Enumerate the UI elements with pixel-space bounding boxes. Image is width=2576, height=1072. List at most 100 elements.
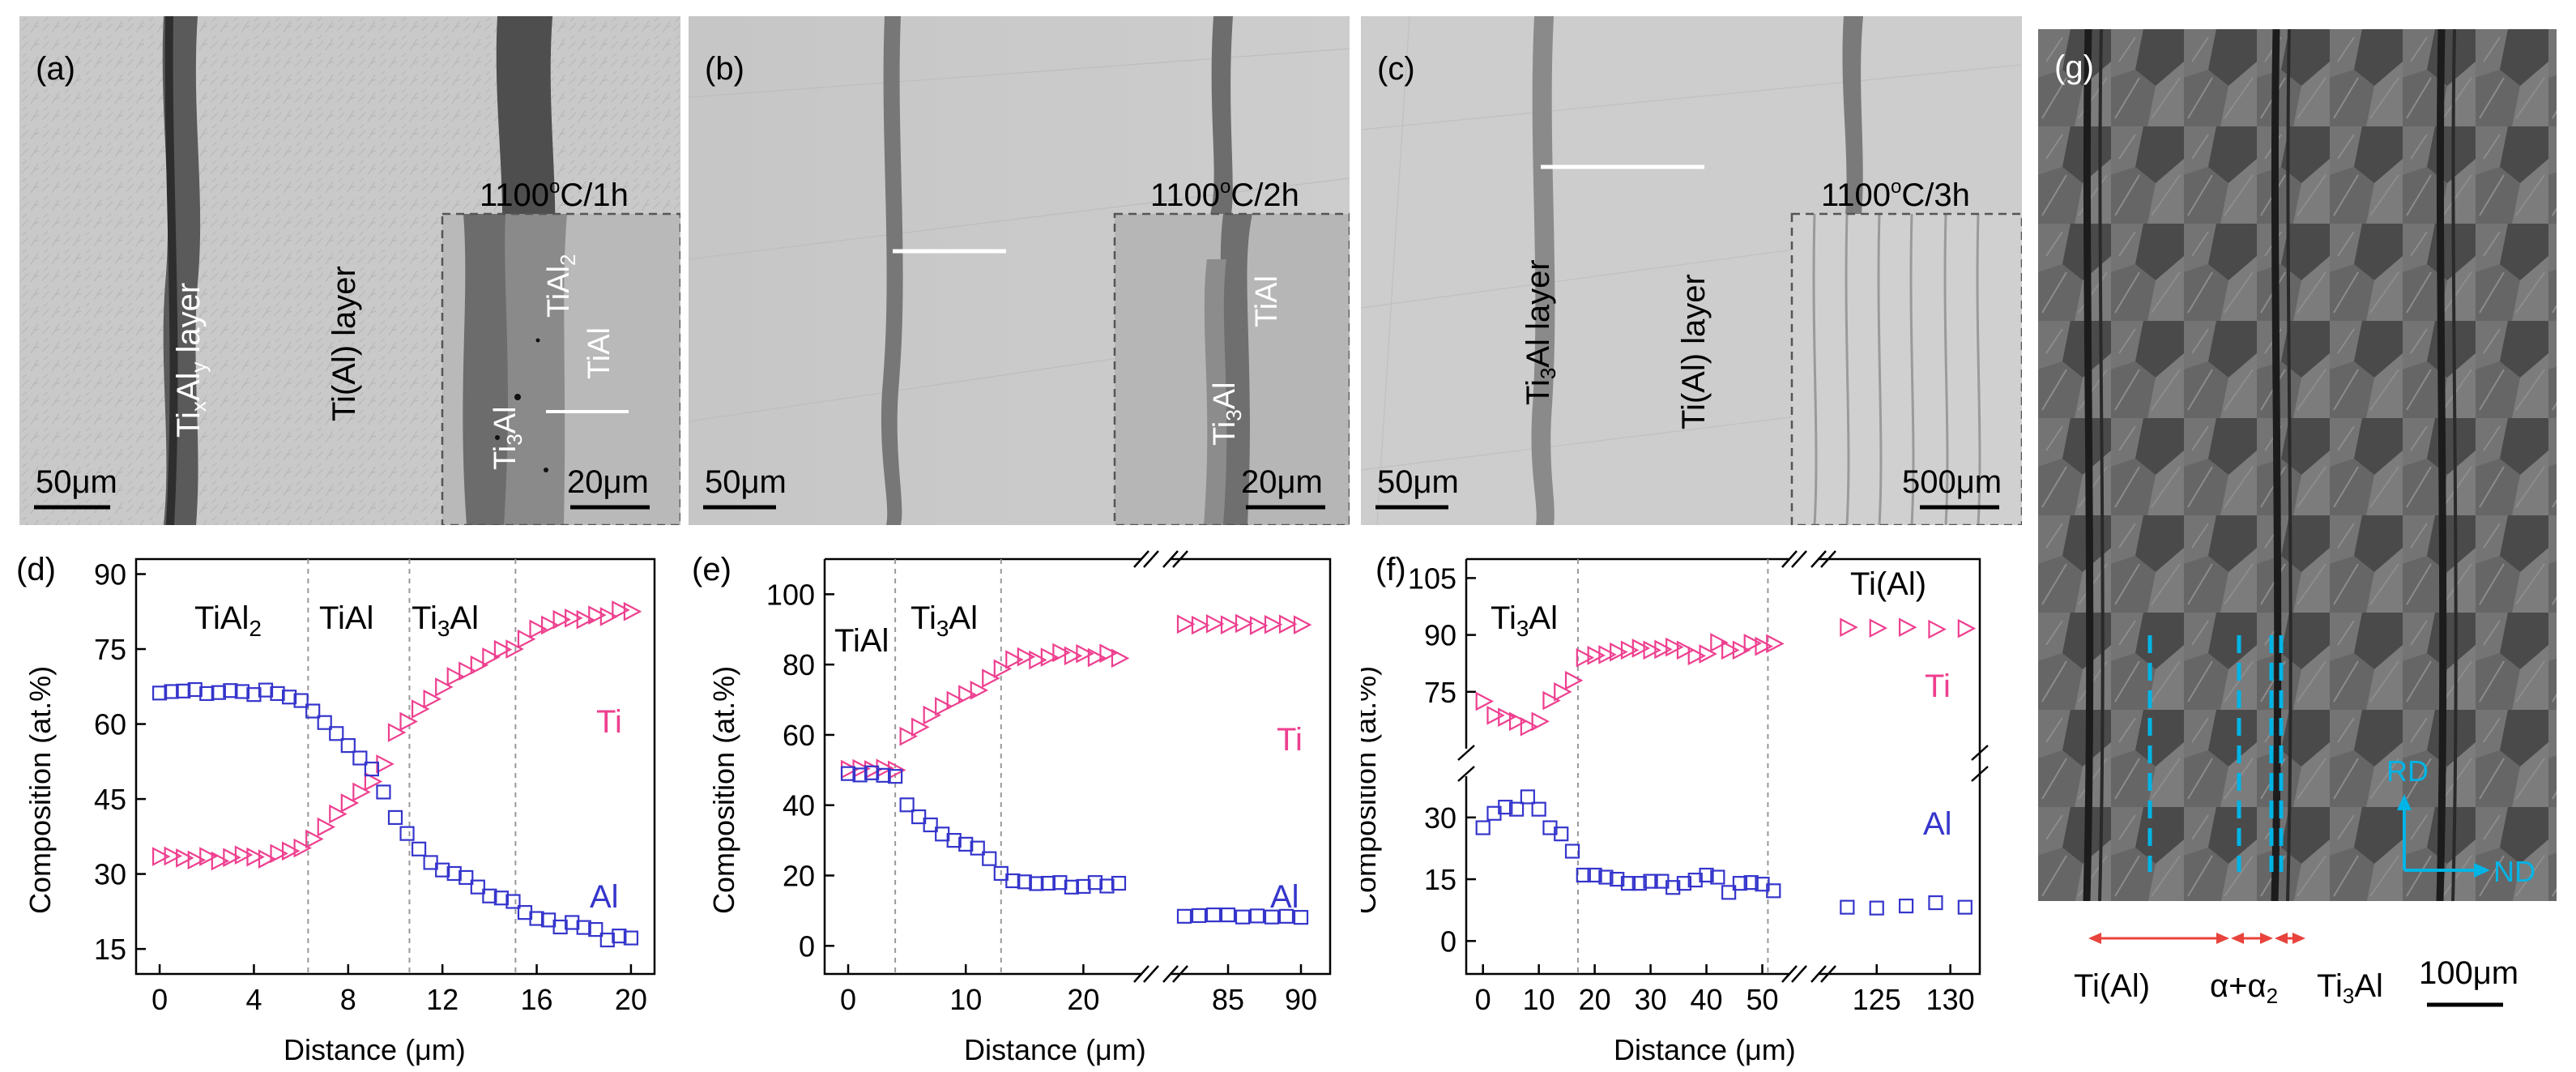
- chart-f-ti-point: [1732, 640, 1751, 660]
- chart-d-al-point: [423, 855, 438, 870]
- chart-e-al-point: [1235, 909, 1251, 925]
- g-label-ti3al: Ti3Al: [2317, 968, 2383, 1008]
- chart-d-ytick-label: 60: [94, 708, 126, 741]
- inset-b-phase-tial: TiAl: [1250, 275, 1284, 327]
- chart-d-ti-point: [317, 817, 336, 837]
- chart-d-ti-point: [376, 754, 395, 774]
- chart-e-al-point: [1191, 908, 1207, 924]
- chart-d-ti-point: [470, 655, 489, 675]
- chart-f-al-point: [1520, 789, 1535, 805]
- chart-d-ti-point: [482, 647, 501, 667]
- panel-c-scale-inset: 500μm: [1902, 464, 2002, 500]
- chart-e-ti-point: [1205, 614, 1225, 634]
- chart-d-xtick-label: 8: [340, 983, 356, 1016]
- chart-d-ti-point: [399, 711, 418, 732]
- chart-f-ti-point: [1687, 646, 1707, 666]
- chart-f-al-point: [1840, 899, 1855, 915]
- chart-d-xtick-label: 4: [245, 983, 262, 1016]
- chart-d-ti-point: [458, 661, 477, 681]
- chart-d-al-point: [270, 685, 285, 702]
- chart-e-ti-point: [982, 668, 1000, 688]
- chart-d-al-point: [588, 921, 603, 937]
- chart-d-ti-point: [364, 771, 383, 792]
- chart-e-xtick-label: 90: [1285, 983, 1317, 1016]
- inset-a-phase-tial: TiAl: [582, 327, 616, 379]
- panel-c-label: (c): [1377, 51, 1415, 87]
- chart-d-xlabel: Distance (μm): [284, 1033, 466, 1066]
- chart-f-al-point: [1743, 875, 1759, 890]
- chart-e-al-point: [840, 766, 856, 781]
- chart-e-al-point: [899, 797, 915, 813]
- chart-d-xtick-label: 12: [426, 983, 458, 1016]
- chart-f-xtick-label: 130: [1926, 983, 1975, 1016]
- chart-e-ti-point: [1278, 614, 1298, 634]
- chart-d-al-point: [505, 894, 521, 909]
- chart-f-ti-point: [1531, 711, 1550, 732]
- chart-f: (f) Ti3Al Ti(Al) Ti Al Distance (μm) Com…: [1361, 550, 1989, 1066]
- panel-b-scale-inset: 20μm: [1241, 464, 1323, 500]
- chart-e-al-point: [982, 851, 997, 866]
- chart-e-ti-point: [935, 696, 953, 716]
- chart-f-ti-point: [1654, 639, 1673, 660]
- chart-f-ti-point: [1498, 707, 1516, 727]
- chart-d-al-point: [151, 685, 168, 701]
- chart-e-al-point: [1040, 875, 1056, 891]
- chart-f-ti-point: [1643, 640, 1661, 660]
- chart-f-al-point: [1620, 876, 1636, 891]
- chart-d-al-point: [482, 888, 497, 903]
- chart-f-ti-point: [1898, 617, 1917, 638]
- chart-f-al-point: [1766, 883, 1781, 899]
- chart-f-ylabel: Composition (at.%): [1361, 666, 1382, 914]
- chart-f-al-point: [1721, 885, 1737, 900]
- chart-d-al-point: [435, 862, 450, 878]
- panel-b-condition: 1100oC/2h: [1150, 176, 1299, 213]
- chart-f-ti-point: [1598, 645, 1617, 664]
- chart-e-al-point: [946, 833, 962, 848]
- chart-d-al-point: [446, 865, 462, 882]
- chart-d-al-point: [211, 685, 226, 700]
- chart-d-al-point: [599, 932, 615, 948]
- chart-e-al-point: [1017, 874, 1032, 890]
- chart-d-al-point: [364, 761, 380, 777]
- chart-f-xtick-label: 10: [1523, 983, 1555, 1016]
- chart-e-ti-point: [1099, 643, 1118, 664]
- chart-e-ti-point: [1235, 613, 1254, 634]
- chart-e-ytick-label: 40: [783, 789, 815, 822]
- chart-e-ti-point: [1087, 647, 1107, 668]
- chart-f-ti-point: [1631, 639, 1651, 658]
- chart-d-marks: 15 30 45 60 75 90 0 4 8 12 16 20: [94, 558, 647, 1016]
- chart-e-ti-point: [1293, 615, 1312, 634]
- chart-f-series-ti-label: Ti: [1925, 668, 1951, 704]
- chart-d-al-point: [317, 715, 332, 730]
- chart-d-ti-point: [329, 804, 348, 824]
- chart-f-xtick-label: 0: [1475, 983, 1491, 1016]
- panel-a-layer-right: Ti(Al) layer: [326, 266, 362, 421]
- chart-f-al-point: [1498, 800, 1513, 815]
- micrograph-c: (c) 1100oC/3h 50μm 500μm Ti3Al layer Ti(…: [1361, 16, 2022, 525]
- chart-d-al-point: [576, 920, 591, 935]
- chart-e-al-point: [888, 769, 903, 784]
- chart-f-ti-point: [1610, 642, 1628, 662]
- chart-f-al-point: [1587, 867, 1602, 883]
- chart-f-ti-point: [1928, 619, 1947, 639]
- chart-f-ti-point: [1520, 717, 1539, 737]
- chart-e-ti-point: [958, 685, 977, 704]
- chart-f-xlabel: Distance (μm): [1614, 1033, 1796, 1066]
- chart-f-ti-point: [1542, 690, 1561, 711]
- chart-f-series-al-label: Al: [1923, 806, 1952, 842]
- chart-f-ti-point: [1957, 618, 1977, 639]
- chart-f-al-point: [1869, 900, 1884, 916]
- chart-e-al-point: [1005, 873, 1021, 889]
- chart-e-ti-point: [1005, 650, 1024, 669]
- chart-d-al-point: [399, 826, 415, 841]
- chart-f-ytick-label: 0: [1440, 925, 1456, 958]
- chart-e-ti-point: [970, 681, 989, 700]
- chart-f-al-point: [1957, 899, 1973, 915]
- panel-a-layer-left: TixAly layer: [171, 283, 211, 438]
- g-label-tial: Ti(Al): [2074, 968, 2150, 1004]
- chart-d-region-tial2: TiAl2: [194, 600, 262, 641]
- chart-d-ti-point: [540, 615, 560, 635]
- chart-e-ti-point: [1111, 648, 1130, 668]
- chart-f-xtick-label: 125: [1853, 983, 1901, 1016]
- chart-e-al-point: [876, 767, 891, 783]
